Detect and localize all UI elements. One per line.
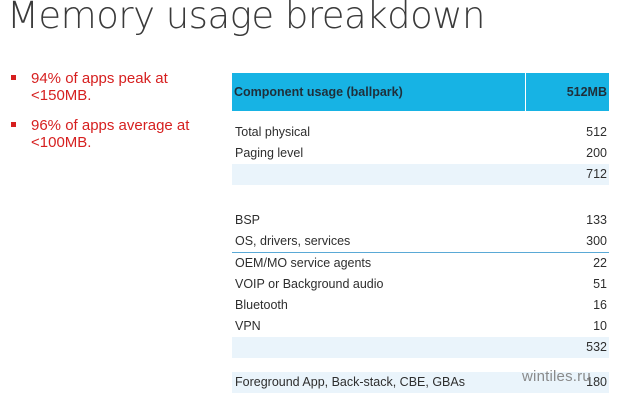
table-header-value: 512MB — [566, 85, 607, 99]
row-value: 180 — [586, 375, 607, 389]
row-value: 16 — [593, 298, 607, 312]
table-row: Paging level 200 — [232, 143, 609, 164]
row-value: 51 — [593, 277, 607, 291]
row-value: 10 — [593, 319, 607, 333]
row-label: Paging level — [235, 146, 304, 160]
table-row: Foreground App, Back-stack, CBE, GBAs 18… — [232, 372, 609, 393]
slide-title: Memory usage breakdown — [7, 0, 485, 37]
row-value: 22 — [593, 256, 607, 270]
bullet-list: 94% of apps peak at <150MB. 96% of apps … — [10, 70, 200, 164]
row-label: Total physical — [235, 125, 311, 139]
table-header: Component usage (ballpark) 512MB — [232, 73, 609, 111]
bullet-text: 94% of apps peak at <150MB. — [31, 70, 168, 104]
row-value: 512 — [586, 125, 607, 139]
bullet-square-icon — [11, 75, 16, 80]
row-label: VOIP or Background audio — [235, 277, 384, 291]
bullet-item: 96% of apps average at <100MB. — [10, 117, 200, 151]
subtotal-value: 532 — [586, 340, 607, 354]
bullet-square-icon — [11, 122, 16, 127]
watermark-logo: wintiles.ru — [522, 368, 591, 385]
row-label: OEM/MO service agents — [235, 256, 372, 270]
bullet-item: 94% of apps peak at <150MB. — [10, 70, 200, 104]
subtotal-row: 532 — [232, 337, 609, 358]
row-label: OS, drivers, services — [235, 234, 351, 248]
row-value: 300 — [586, 234, 607, 248]
table-row: Total physical 512 — [232, 122, 609, 143]
row-label: Bluetooth — [235, 298, 288, 312]
row-value: 200 — [586, 146, 607, 160]
row-label: Foreground App, Back-stack, CBE, GBAs — [235, 375, 465, 389]
table-row: Bluetooth 16 — [232, 295, 609, 316]
table-row: VPN 10 — [232, 316, 609, 337]
bullet-text: 96% of apps average at <100MB. — [31, 117, 190, 151]
table-row: BSP 133 — [232, 210, 609, 231]
subtotal-value: 712 — [586, 167, 607, 181]
row-label: BSP — [235, 213, 261, 227]
table-row: VOIP or Background audio 51 — [232, 274, 609, 295]
table-row: OS, drivers, services 300 — [232, 231, 609, 253]
header-divider — [525, 73, 526, 111]
table-row: OEM/MO service agents 22 — [232, 253, 609, 274]
memory-table: Component usage (ballpark) 512MB Total p… — [232, 73, 609, 393]
row-label: VPN — [235, 319, 261, 333]
table-header-label: Component usage (ballpark) — [234, 85, 403, 99]
row-value: 133 — [586, 213, 607, 227]
subtotal-row: 712 — [232, 164, 609, 185]
